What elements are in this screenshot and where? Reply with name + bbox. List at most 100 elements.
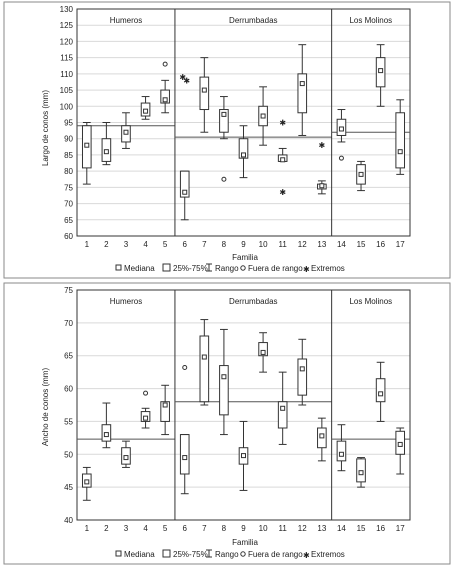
median-marker <box>260 113 266 119</box>
x-tick-label: 13 <box>317 524 326 533</box>
box-family-9 <box>238 420 249 491</box>
legend-outlier-marker <box>240 551 246 557</box>
x-tick-label: 3 <box>124 240 129 249</box>
y-tick-label: 75 <box>64 286 73 295</box>
x-tick-label: 11 <box>279 524 288 533</box>
median-marker <box>358 171 364 177</box>
box-family-15 <box>356 160 366 192</box>
box-family-12 <box>297 338 308 406</box>
y-axis-title: Ancho de conos (mm) <box>41 368 50 447</box>
box-family-6: ✱✱ <box>179 73 190 221</box>
legend-range-marker <box>206 549 212 558</box>
y-tick-label: 110 <box>60 70 73 79</box>
median-marker <box>280 157 286 163</box>
median-marker <box>84 142 90 148</box>
box-family-6 <box>179 365 190 495</box>
x-tick-label: 7 <box>202 524 207 533</box>
chart-panel-ancho: Ancho de conos (mm) Familia Mediana 25%-… <box>3 282 451 565</box>
y-tick-label: 125 <box>60 21 74 30</box>
extreme-point: ✱ <box>279 119 286 128</box>
box-family-13: ✱ <box>317 141 327 195</box>
legend-box-marker <box>162 263 171 272</box>
legend-median-label: Mediana <box>124 550 155 559</box>
box-iqr <box>375 378 386 403</box>
box-iqr <box>258 342 268 357</box>
legend-range-label: Rango <box>215 550 239 559</box>
box-iqr <box>297 73 308 114</box>
median-marker <box>241 152 246 158</box>
x-tick-label: 5 <box>163 524 168 533</box>
box-iqr <box>219 109 229 133</box>
median-marker <box>221 111 227 117</box>
median-marker <box>260 349 266 355</box>
box-family-5 <box>160 384 170 436</box>
box-family-3 <box>121 440 131 468</box>
median-marker <box>221 374 227 380</box>
legend-extreme-label: Extremos <box>311 550 345 559</box>
box-family-4 <box>140 390 151 429</box>
box-family-8 <box>219 328 229 436</box>
y-tick-label: 70 <box>64 319 73 328</box>
y-tick-label: 75 <box>64 183 73 192</box>
x-tick-label: 10 <box>259 240 268 249</box>
x-tick-label: 4 <box>143 524 148 533</box>
group-label: Los Molinos <box>349 297 392 306</box>
median-marker <box>143 108 149 114</box>
legend: Mediana 25%-75% Rango Fuera de rango ✱ E… <box>115 263 345 274</box>
y-tick-label: 120 <box>60 37 74 46</box>
x-tick-label: 1 <box>85 524 90 533</box>
median-marker <box>299 366 305 372</box>
legend-outlier-label: Fuera de rango <box>248 550 303 559</box>
x-tick-label: 9 <box>241 240 246 249</box>
median-marker <box>299 81 305 87</box>
box-family-13 <box>317 417 327 462</box>
outlier-point <box>338 155 344 161</box>
box-family-8 <box>219 96 229 182</box>
group-label: Derrumbadas <box>229 297 277 306</box>
y-tick-label: 90 <box>64 135 73 144</box>
median-marker <box>397 149 403 155</box>
x-tick-label: 9 <box>241 524 246 533</box>
legend-box-label: 25%-75% <box>173 550 208 559</box>
x-tick-label: 13 <box>317 240 326 249</box>
box-family-16 <box>375 361 386 422</box>
x-tick-label: 3 <box>124 524 129 533</box>
x-tick-label: 17 <box>396 524 405 533</box>
box-family-12 <box>297 44 308 136</box>
y-tick-label: 80 <box>64 167 73 176</box>
x-tick-label: 7 <box>202 240 207 249</box>
x-tick-label: 12 <box>298 240 307 249</box>
outlier-point <box>162 61 168 67</box>
x-tick-label: 2 <box>104 240 109 249</box>
x-tick-label: 15 <box>357 240 366 249</box>
box-family-14 <box>336 424 347 472</box>
extreme-point: ✱ <box>183 76 190 85</box>
box-iqr <box>160 401 170 422</box>
y-tick-label: 100 <box>60 102 74 111</box>
extreme-point: ✱ <box>319 141 326 150</box>
box-family-16 <box>375 44 386 107</box>
y-tick-label: 105 <box>60 86 74 95</box>
y-tick-label: 60 <box>64 232 73 241</box>
box-family-10 <box>258 332 268 373</box>
legend-range-label: Rango <box>215 264 239 273</box>
box-family-10 <box>258 86 268 146</box>
group-label: Humeros <box>110 297 142 306</box>
median-marker <box>201 87 207 93</box>
x-tick-label: 12 <box>298 524 307 533</box>
x-tick-label: 16 <box>376 240 385 249</box>
box-family-4 <box>140 96 151 120</box>
panel-frame <box>3 1 451 279</box>
box-iqr <box>277 401 288 429</box>
plot-frame <box>76 289 411 521</box>
box-iqr <box>160 89 170 104</box>
x-tick-label: 8 <box>222 240 227 249</box>
extreme-point: ✱ <box>179 73 186 82</box>
box-iqr <box>297 358 308 396</box>
legend-outlier-label: Fuera de rango <box>248 264 303 273</box>
x-tick-label: 16 <box>376 524 385 533</box>
median-marker <box>241 453 246 459</box>
